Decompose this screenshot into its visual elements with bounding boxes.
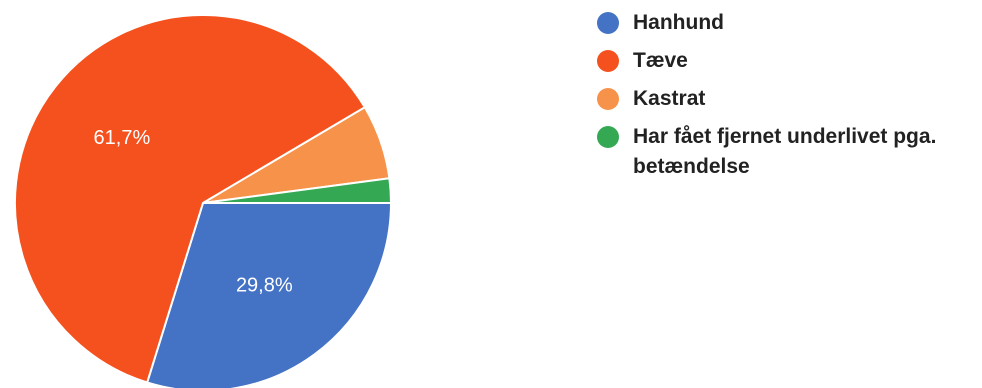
pie-slice-0[interactable] [145,202,393,388]
legend-swatch [597,88,619,110]
legend-item-taeve[interactable]: Tæve [597,46,977,76]
legend: Hanhund Tæve Kastrat Har fået fjernet un… [597,8,977,190]
legend-swatch [597,126,619,148]
legend-item-kastrat[interactable]: Kastrat [597,84,977,114]
legend-label: Tæve [633,49,688,72]
slice-data-label: 61,7% [94,127,151,149]
legend-label: Hanhund [633,11,724,34]
pie-slices [13,13,393,388]
legend-swatch [597,50,619,72]
legend-item-fjernet-underliv[interactable]: Har fået fjernet underlivet pga. betænde… [597,122,977,182]
slice-data-label: 29,8% [236,275,293,297]
legend-item-hanhund[interactable]: Hanhund [597,8,977,38]
legend-label: Har fået fjernet underlivet pga. betænde… [633,125,937,178]
pie-slice-1[interactable] [13,13,367,384]
legend-label: Kastrat [633,87,706,110]
pie-slice-3[interactable] [202,177,393,204]
pie-labels: 29,8% 61,7% [94,127,293,296]
legend-swatch [597,12,619,34]
